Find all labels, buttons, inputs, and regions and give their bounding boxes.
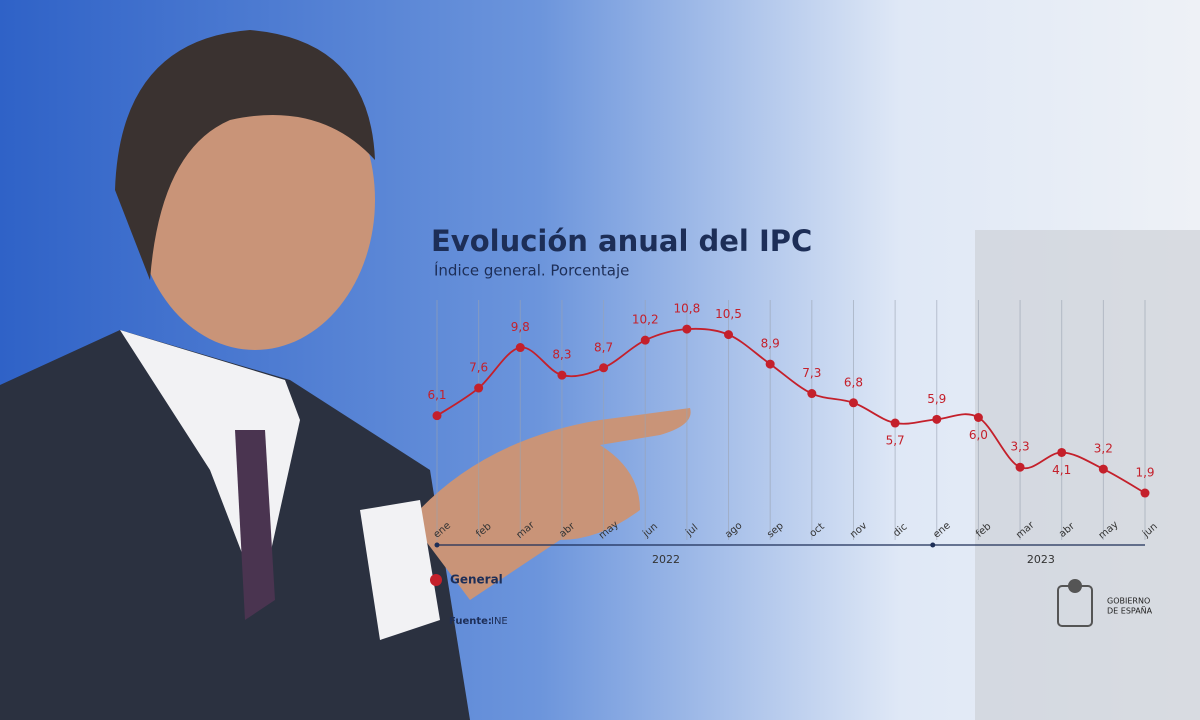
data-point [765,359,775,369]
data-point [724,330,734,340]
logo-emblem [1057,579,1093,627]
data-label: 5,7 [886,434,905,448]
legend-swatch [430,574,442,586]
data-label: 5,9 [927,392,946,406]
data-label: 6,1 [427,388,446,402]
chart-subtitle: Índice general. Porcentaje [434,261,629,280]
data-label: 7,3 [802,366,821,380]
data-label: 1,9 [1135,466,1154,480]
data-point [557,370,567,380]
logo-text: DE ESPAÑA [1107,606,1153,616]
data-point [682,324,692,334]
data-point [973,413,983,422]
year-marker [434,542,440,548]
data-label: 3,3 [1011,440,1030,454]
data-label: 8,3 [552,348,571,362]
data-label: 3,2 [1094,442,1113,456]
source: INE [491,616,508,627]
data-label: 8,9 [761,337,780,351]
data-label: 8,7 [594,340,613,354]
data-label: 10,5 [715,307,742,321]
person-photo [0,30,691,720]
data-label: 7,6 [469,361,488,375]
data-point [807,389,817,399]
year-label: 2022 [652,553,680,566]
data-point [432,411,442,421]
data-point [1140,488,1150,498]
year-marker [930,542,936,548]
chart-title: Evolución anual del IPC [431,224,812,258]
data-point [1015,462,1025,472]
data-label: 10,8 [674,302,701,316]
data-label: 4,1 [1052,463,1071,477]
data-point [515,343,525,353]
data-point [848,398,858,408]
data-point [640,335,650,345]
data-label: 6,0 [969,428,988,442]
year-label: 2023 [1027,553,1055,566]
data-point [474,383,484,393]
source-label: Fuente: [449,616,492,627]
data-label: 6,8 [844,375,863,389]
logo-text: GOBIERNO [1107,597,1150,606]
data-point [890,418,900,428]
data-point [1098,464,1108,474]
data-label: 10,2 [632,313,659,327]
data-label: 9,8 [511,320,530,334]
background-panel [975,230,1200,720]
data-point [932,414,942,424]
data-point [599,363,609,373]
legend-label: General [450,573,503,587]
data-point [1057,447,1067,457]
